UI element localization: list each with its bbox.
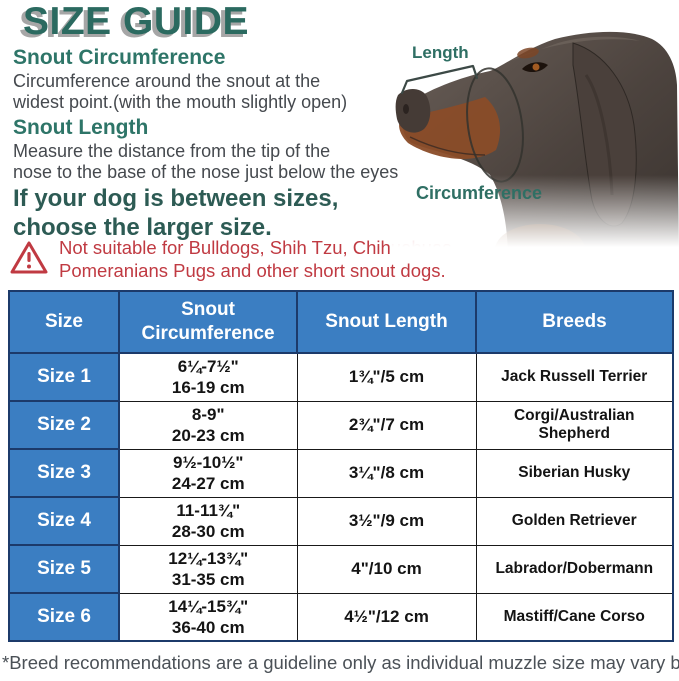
header-snout-circumference: Snout Circumference <box>118 290 298 354</box>
size-cell: Size 5 <box>8 544 120 594</box>
circumference-cm: 20-23 cm <box>171 426 245 445</box>
snout-length-description: Measure the distance from the tip of the… <box>13 141 398 182</box>
table-header-row: Size Snout Circumference Snout Length Br… <box>8 290 674 354</box>
size-cell: Size 2 <box>8 400 120 450</box>
length-cell: 3¼"/8 cm <box>296 448 477 498</box>
circumference-cm: 28-30 cm <box>171 522 245 541</box>
breeds-cell: Mastiff/Cane Corso <box>475 592 674 642</box>
length-bracket-annotation <box>400 64 479 95</box>
snout-length-description-line1: Measure the distance from the tip of the <box>13 141 331 161</box>
circumference-cell: 12¼-13¾" 31-35 cm <box>118 544 298 594</box>
size-cell: Size 1 <box>8 352 120 402</box>
size-cell: Size 6 <box>8 592 120 642</box>
header-snout-length: Snout Length <box>296 290 477 354</box>
table-row: Size 1 6¼-7½" 16-19 cm 1¾"/5 cm Jack Rus… <box>8 352 674 402</box>
length-cell: 3½"/9 cm <box>296 496 477 546</box>
table-row: Size 3 9½-10½" 24-27 cm 3¼"/8 cm Siberia… <box>8 448 674 498</box>
snout-circumference-description-line1: Circumference around the snout at the <box>13 71 321 91</box>
length-cell: 4"/10 cm <box>296 544 477 594</box>
page-title: SIZE GUIDE <box>23 0 250 43</box>
breeds-cell: Labrador/Dobermann <box>475 544 674 594</box>
circumference-cm: 24-27 cm <box>171 474 245 493</box>
circumference-inches: 11-11¾" <box>176 501 241 520</box>
circumference-cell: 6¼-7½" 16-19 cm <box>118 352 298 402</box>
table-row: Size 6 14¼-15¾" 36-40 cm 4½"/12 cm Masti… <box>8 592 674 642</box>
warning-line1: Not suitable for Bulldogs, Shih Tzu, Chi… <box>59 237 457 258</box>
length-cell: 4½"/12 cm <box>296 592 477 642</box>
circumference-cm: 16-19 cm <box>171 378 245 398</box>
snout-length-description-line2: nose to the base of the nose just below … <box>13 161 399 182</box>
dog-head-illustration <box>390 25 679 260</box>
circumference-inches: 8-9" <box>191 405 225 424</box>
size-table: Size Snout Circumference Snout Length Br… <box>8 290 674 642</box>
length-cell: 2¾"/7 cm <box>296 400 477 450</box>
between-sizes-line2: choose the larger size. <box>13 214 272 241</box>
length-cell: 1¾"/5 cm <box>296 352 477 402</box>
circumference-cell: 9½-10½" 24-27 cm <box>118 448 298 498</box>
warning-text: Not suitable for Bulldogs, Shih Tzu, Chi… <box>59 237 457 282</box>
circumference-cm: 31-35 cm <box>171 570 245 589</box>
table-row: Size 4 11-11¾" 28-30 cm 3½"/9 cm Golden … <box>8 496 674 546</box>
between-sizes-line1: If your dog is between sizes, <box>13 185 339 212</box>
table-row: Size 2 8-9" 20-23 cm 2¾"/7 cm Corgi/Aust… <box>8 400 674 450</box>
warning-icon <box>8 239 50 277</box>
breeds-cell: Siberian Husky <box>475 448 674 498</box>
circumference-label: Circumference <box>416 183 543 203</box>
section-heading-snout-length: Snout Length <box>13 116 149 139</box>
circumference-cm: 36-40 cm <box>171 617 245 637</box>
circumference-inches: 12¼-13¾" <box>168 549 249 568</box>
header-breeds: Breeds <box>475 290 674 354</box>
size-cell: Size 3 <box>8 448 120 498</box>
table-row: Size 5 12¼-13¾" 31-35 cm 4"/10 cm Labrad… <box>8 544 674 594</box>
length-label: Length <box>412 43 469 62</box>
snout-circumference-description: Circumference around the snout at the wi… <box>13 71 347 112</box>
breeds-cell: Jack Russell Terrier <box>475 352 674 402</box>
circumference-inches: 14¼-15¾" <box>168 596 249 616</box>
header-size: Size <box>8 290 120 354</box>
circumference-cell: 8-9" 20-23 cm <box>118 400 298 450</box>
breeds-cell: Corgi/Australian Shepherd <box>475 400 674 450</box>
footnote: *Breed recommendations are a guideline o… <box>2 652 679 673</box>
circumference-cell: 14¼-15¾" 36-40 cm <box>118 592 298 642</box>
breeds-cell: Golden Retriever <box>475 496 674 546</box>
snout-circumference-description-line2: widest point.(with the mouth slightly op… <box>13 91 348 112</box>
section-heading-snout-circumference: Snout Circumference <box>13 46 226 69</box>
size-cell: Size 4 <box>8 496 120 546</box>
warning-line2: Pomeranians Pugs and other short snout d… <box>59 259 446 281</box>
circumference-inches: 6¼-7½" <box>177 357 239 377</box>
circumference-cell: 11-11¾" 28-30 cm <box>118 496 298 546</box>
circumference-inches: 9½-10½" <box>173 453 244 472</box>
between-sizes-statement: If your dog is between sizes, choose the… <box>13 184 338 242</box>
